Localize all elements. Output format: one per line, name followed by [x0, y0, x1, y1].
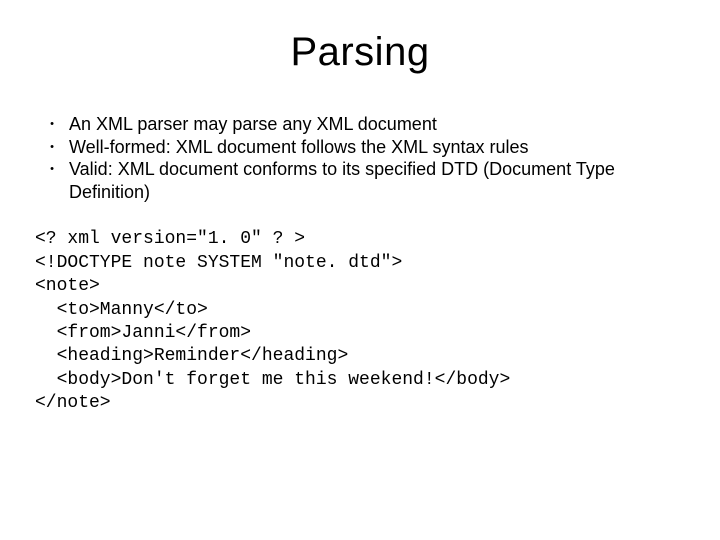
- slide-body: • An XML parser may parse any XML docume…: [35, 113, 685, 439]
- code-line: <? xml version="1. 0" ? >: [35, 229, 305, 249]
- slide: Parsing • An XML parser may parse any XM…: [0, 0, 720, 540]
- bullet-icon: •: [35, 136, 69, 159]
- bullet-item: • Valid: XML document conforms to its sp…: [35, 158, 685, 203]
- bullet-icon: •: [35, 158, 69, 203]
- code-line: <to>Manny</to>: [35, 300, 208, 320]
- bullet-item: • An XML parser may parse any XML docume…: [35, 113, 685, 136]
- bullet-item: • Well-formed: XML document follows the …: [35, 136, 685, 159]
- code-line: <from>Janni</from>: [35, 323, 251, 343]
- bullet-text: Valid: XML document conforms to its spec…: [69, 158, 685, 203]
- code-line: <!DOCTYPE note SYSTEM "note. dtd">: [35, 253, 402, 273]
- bullet-text: An XML parser may parse any XML document: [69, 113, 685, 136]
- code-line: </note>: [35, 393, 111, 413]
- code-line: <note>: [35, 276, 100, 296]
- code-block: <? xml version="1. 0" ? > <!DOCTYPE note…: [35, 205, 685, 439]
- code-line: <body>Don't forget me this weekend!</bod…: [35, 370, 510, 390]
- code-line: <heading>Reminder</heading>: [35, 346, 348, 366]
- bullet-icon: •: [35, 113, 69, 136]
- slide-title: Parsing: [35, 30, 685, 75]
- bullet-text: Well-formed: XML document follows the XM…: [69, 136, 685, 159]
